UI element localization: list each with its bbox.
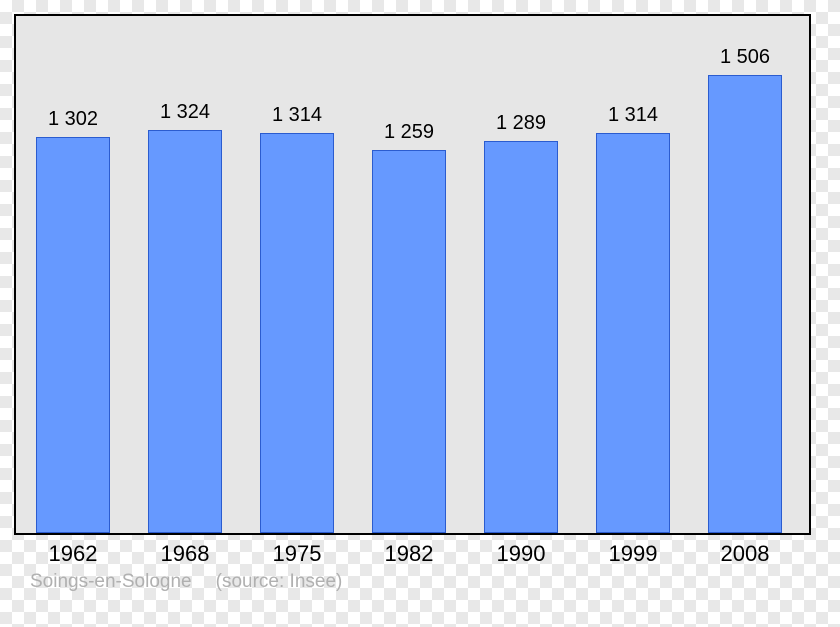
x-axis-label: 1990 — [471, 541, 571, 567]
bar-rect — [260, 133, 334, 533]
x-axis-label: 1968 — [135, 541, 235, 567]
x-axis-label: 1962 — [23, 541, 123, 567]
bar-group: 1 289 — [484, 141, 558, 533]
bar-rect — [708, 75, 782, 533]
bar-rect — [596, 133, 670, 533]
bar-value-label: 1 302 — [13, 108, 133, 131]
bar-value-label: 1 289 — [461, 112, 581, 135]
bar-value-label: 1 314 — [237, 104, 357, 127]
bar-group: 1 302 — [36, 137, 110, 533]
x-axis-label: 1999 — [583, 541, 683, 567]
chart-plot-area: 1 3021 3241 3141 2591 2891 3141 506 — [16, 16, 809, 533]
bar-group: 1 314 — [596, 133, 670, 533]
bar-group: 1 314 — [260, 133, 334, 533]
footer-source: (source: Insee) — [216, 571, 343, 593]
bar-rect — [484, 141, 558, 533]
bar-group: 1 259 — [372, 150, 446, 533]
chart-frame: 1 3021 3241 3141 2591 2891 3141 506 — [14, 14, 811, 535]
bar-group: 1 506 — [708, 75, 782, 533]
x-axis-label: 1975 — [247, 541, 347, 567]
bar-value-label: 1 506 — [685, 46, 805, 69]
x-axis-label: 2008 — [695, 541, 795, 567]
bar-group: 1 324 — [148, 130, 222, 533]
bar-value-label: 1 324 — [125, 101, 245, 124]
bar-rect — [372, 150, 446, 533]
x-axis-label: 1982 — [359, 541, 459, 567]
bar-value-label: 1 259 — [349, 121, 469, 144]
bar-value-label: 1 314 — [573, 104, 693, 127]
footer-place: Soings-en-Sologne — [30, 571, 192, 593]
bar-rect — [36, 137, 110, 533]
bar-rect — [148, 130, 222, 533]
